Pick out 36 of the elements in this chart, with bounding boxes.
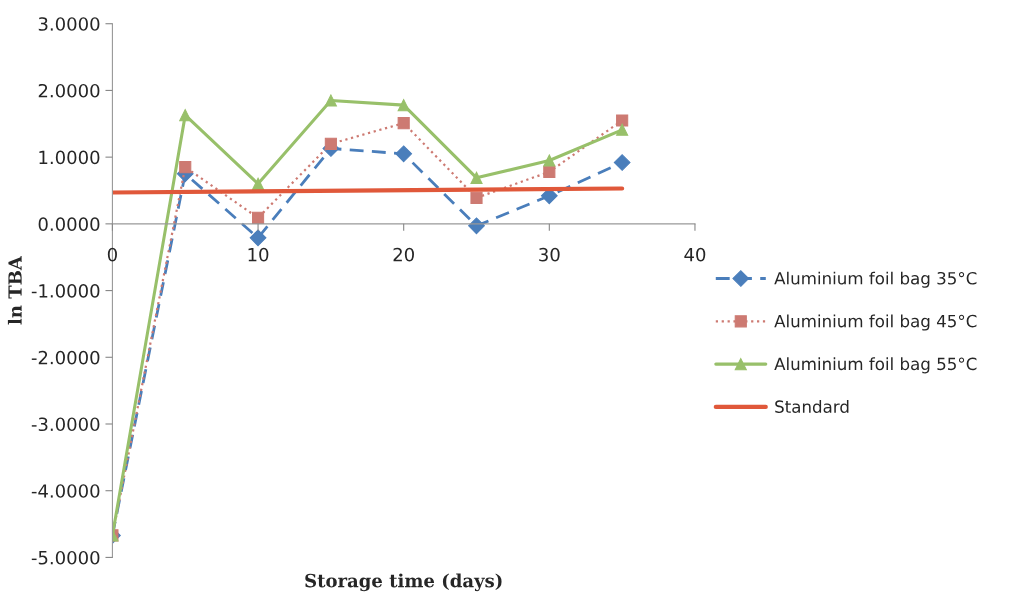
point (616, 114, 629, 127)
point (251, 177, 265, 190)
y-tick-label: 3.0000 (38, 17, 100, 31)
legend-label: Aluminium foil bag 55°C (774, 357, 977, 374)
point (397, 117, 410, 130)
y-tick-label: -5.0000 (31, 550, 100, 565)
point (543, 165, 556, 178)
y-tick-label: 1.0000 (39, 150, 100, 165)
point (251, 211, 265, 224)
point (470, 191, 483, 204)
point (324, 94, 337, 107)
y-tick-label: -2.0000 (31, 350, 100, 365)
y-axis-title: ln TBA (7, 255, 22, 325)
point (613, 154, 631, 171)
legend-label: Aluminium foil bag 45°C (774, 314, 977, 331)
point (324, 137, 337, 150)
y-tick-label: -1.0000 (31, 284, 100, 298)
point (395, 145, 413, 163)
x-tick-label: 20 (393, 247, 414, 262)
point (397, 99, 410, 112)
point (543, 154, 556, 167)
y-tick-label: 0.0000 (38, 217, 100, 231)
x-tick-label: 40 (684, 247, 706, 262)
x-axis-title: Storage time (days) (305, 573, 502, 592)
legend-label: Aluminium foil bag 35°C (774, 271, 977, 288)
x-tick-label: 10 (248, 247, 269, 262)
y-tick-label: 2.0000 (38, 83, 100, 98)
x-tick-label: 0 (107, 247, 117, 262)
legend-label: Standard (775, 400, 849, 413)
x-tick-label: 30 (539, 247, 560, 262)
point (179, 161, 192, 174)
point (249, 229, 267, 247)
point (470, 171, 483, 184)
y-tick-label: -4.0000 (31, 484, 100, 498)
point (616, 123, 629, 136)
y-tick-label: -3.0000 (31, 417, 100, 432)
